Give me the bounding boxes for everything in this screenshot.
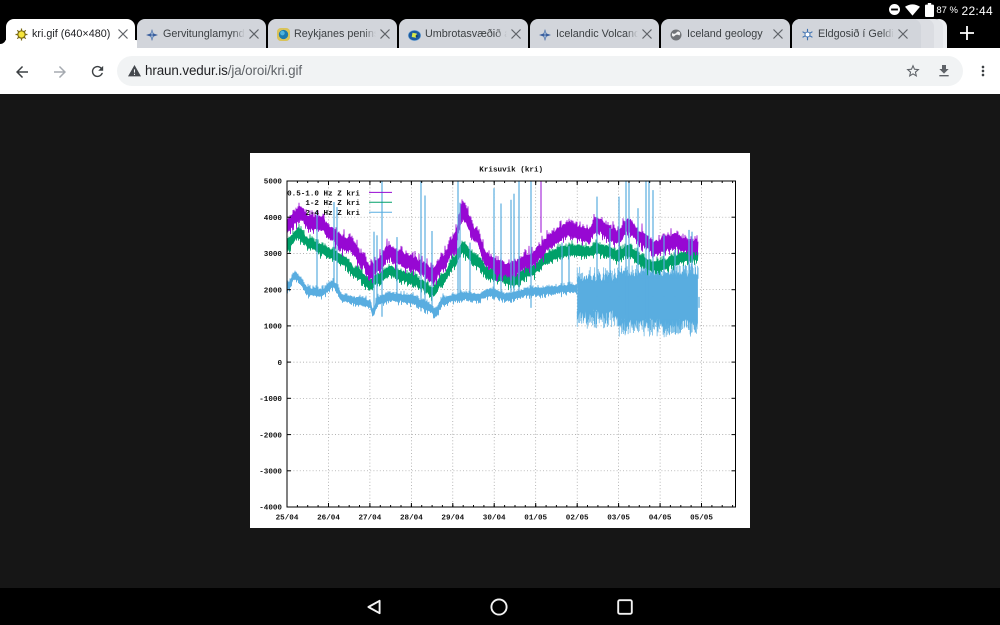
svg-text:-4000: -4000: [259, 505, 282, 513]
svg-text:01/05: 01/05: [524, 515, 547, 523]
svg-text:-2000: -2000: [259, 432, 282, 440]
svg-text:1-2 Hz Z kri: 1-2 Hz Z kri: [305, 200, 360, 208]
svg-text:05/05: 05/05: [690, 515, 713, 523]
svg-text:03/05: 03/05: [607, 515, 630, 523]
svg-text:02/05: 02/05: [566, 515, 589, 523]
svg-text:26/04: 26/04: [317, 515, 340, 523]
svg-text:04/05: 04/05: [649, 515, 672, 523]
svg-text:-1000: -1000: [259, 396, 282, 404]
svg-text:29/04: 29/04: [441, 515, 464, 523]
svg-text:0.5-1.0 Hz Z kri: 0.5-1.0 Hz Z kri: [287, 190, 360, 198]
svg-text:1000: 1000: [264, 324, 283, 332]
svg-text:0: 0: [277, 360, 282, 368]
svg-text:Krisuvik (kri): Krisuvik (kri): [479, 167, 543, 175]
svg-text:2-4 Hz Z kri: 2-4 Hz Z kri: [305, 210, 360, 218]
svg-text:5000: 5000: [264, 179, 283, 187]
svg-text:25/04: 25/04: [276, 515, 299, 523]
svg-text:4000: 4000: [264, 215, 283, 223]
svg-text:-3000: -3000: [259, 469, 282, 477]
svg-text:27/04: 27/04: [359, 515, 382, 523]
svg-text:2000: 2000: [264, 287, 283, 295]
svg-text:30/04: 30/04: [483, 515, 506, 523]
svg-text:3000: 3000: [264, 251, 283, 259]
svg-text:28/04: 28/04: [400, 515, 423, 523]
